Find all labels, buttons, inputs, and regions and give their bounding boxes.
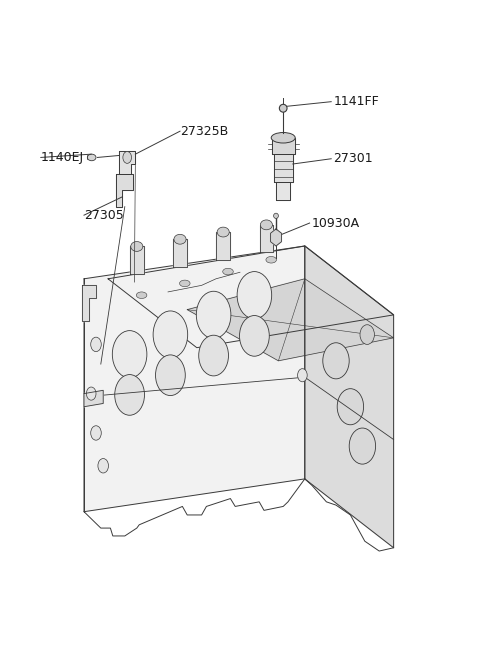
Polygon shape: [272, 138, 295, 154]
Ellipse shape: [91, 337, 101, 352]
Ellipse shape: [180, 280, 190, 287]
Polygon shape: [82, 285, 96, 321]
Ellipse shape: [266, 256, 276, 263]
Polygon shape: [108, 246, 394, 348]
Ellipse shape: [223, 268, 233, 275]
Circle shape: [86, 387, 96, 400]
Polygon shape: [216, 232, 230, 260]
Polygon shape: [130, 247, 144, 274]
Ellipse shape: [112, 331, 147, 378]
Polygon shape: [84, 246, 305, 512]
Text: 27305: 27305: [84, 209, 124, 222]
Ellipse shape: [196, 291, 231, 338]
Ellipse shape: [174, 234, 186, 244]
Text: 10930A: 10930A: [312, 216, 360, 230]
Polygon shape: [187, 279, 394, 361]
Ellipse shape: [91, 426, 101, 440]
Polygon shape: [84, 390, 103, 407]
Polygon shape: [173, 239, 187, 267]
Text: 1140EJ: 1140EJ: [41, 151, 84, 164]
Ellipse shape: [274, 213, 278, 218]
Polygon shape: [305, 246, 394, 548]
Polygon shape: [276, 182, 290, 200]
Ellipse shape: [87, 154, 96, 161]
Text: 1141FF: 1141FF: [334, 95, 379, 108]
Polygon shape: [274, 154, 293, 182]
Text: 27301: 27301: [334, 152, 373, 165]
Ellipse shape: [156, 355, 185, 396]
Ellipse shape: [115, 375, 144, 415]
Ellipse shape: [98, 459, 108, 473]
Polygon shape: [119, 151, 135, 174]
Ellipse shape: [279, 104, 287, 112]
Ellipse shape: [271, 133, 295, 143]
Text: 27325B: 27325B: [180, 125, 228, 138]
Polygon shape: [271, 229, 281, 246]
Ellipse shape: [153, 311, 188, 358]
Ellipse shape: [337, 388, 364, 425]
Ellipse shape: [136, 292, 147, 298]
Ellipse shape: [237, 272, 272, 319]
Ellipse shape: [199, 335, 228, 376]
Circle shape: [123, 152, 132, 163]
Ellipse shape: [349, 428, 375, 464]
Ellipse shape: [217, 227, 229, 237]
Ellipse shape: [260, 220, 273, 230]
Ellipse shape: [323, 342, 349, 379]
Ellipse shape: [240, 316, 269, 356]
Ellipse shape: [131, 241, 143, 251]
Polygon shape: [116, 174, 133, 207]
Polygon shape: [260, 225, 273, 253]
Circle shape: [298, 369, 307, 382]
Ellipse shape: [360, 325, 374, 344]
